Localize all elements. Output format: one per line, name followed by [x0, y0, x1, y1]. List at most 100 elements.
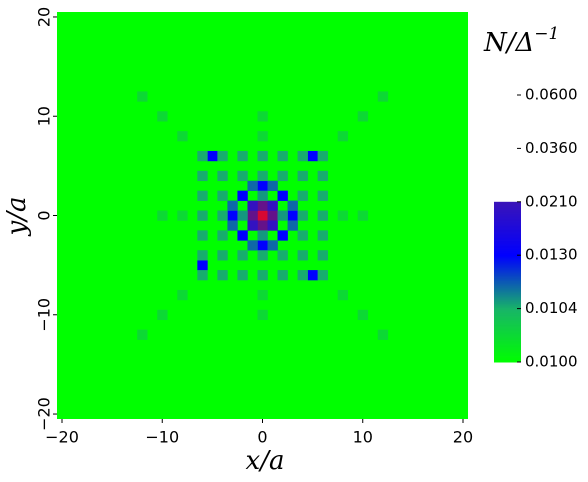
- heatmap-cell: [237, 250, 248, 261]
- colorbar-segment: [494, 251, 521, 254]
- heatmap-cell: [137, 329, 148, 340]
- x-tick-label: 10: [353, 428, 373, 447]
- heatmap-cell: [297, 270, 308, 281]
- heatmap-cell: [317, 150, 328, 162]
- colorbar-tick-label: 0.0210: [525, 192, 578, 210]
- colorbar-segment: [494, 212, 521, 215]
- colorbar-title-sup: −1: [534, 24, 559, 44]
- colorbar-segment: [494, 223, 521, 225]
- colorbar-segment: [494, 233, 521, 236]
- colorbar-segment: [494, 235, 521, 238]
- colorbar-segment: [494, 353, 521, 356]
- colorbar-segment: [494, 207, 521, 209]
- colorbar-tick-label: 0.0600: [525, 86, 578, 104]
- colorbar-segment: [494, 249, 521, 252]
- colorbar-segment: [494, 237, 521, 240]
- heatmap-cell: [297, 170, 308, 182]
- colorbar-segment: [494, 288, 521, 291]
- heatmap-cell: [237, 190, 248, 201]
- colorbar-segment: [494, 299, 521, 302]
- heatmap-cell: [177, 289, 188, 301]
- heatmap-cell: [257, 309, 268, 321]
- colorbar-segment: [494, 269, 521, 272]
- heatmap-cell: [337, 131, 349, 142]
- colorbar-segment: [494, 255, 521, 258]
- colorbar-segment: [494, 349, 521, 352]
- colorbar-segment: [494, 297, 521, 300]
- colorbar-segment: [494, 352, 521, 355]
- colorbar-segment: [494, 219, 521, 221]
- heatmap-cell: [317, 170, 328, 182]
- heatmap-cell: [257, 230, 268, 241]
- heatmap-cell: [257, 170, 268, 182]
- colorbar-segment: [494, 336, 521, 339]
- heatmap-cell: [257, 270, 268, 281]
- colorbar-segment: [494, 348, 521, 351]
- heatmap-cell: [267, 210, 278, 221]
- colorbar-segment: [494, 295, 521, 298]
- heatmap-cell: [317, 270, 328, 281]
- colorbar-segment: [494, 247, 521, 250]
- colorbar-segment: [494, 316, 521, 319]
- colorbar-segment: [494, 245, 521, 248]
- x-tick-label: 0: [257, 428, 267, 447]
- heatmap-cell: [227, 200, 238, 211]
- heatmap-cell: [307, 150, 318, 162]
- colorbar-segment: [494, 264, 521, 267]
- colorbar-segment: [494, 332, 521, 335]
- heatmap-cell: [247, 180, 258, 191]
- heatmap-cell: [217, 210, 228, 221]
- colorbar-tick-label: 0.0130: [525, 246, 578, 264]
- x-tick-label: −20: [45, 428, 79, 447]
- colorbar-segment: [494, 268, 521, 271]
- heatmap-cell: [277, 210, 288, 221]
- colorbar-segment: [494, 281, 521, 284]
- colorbar-segment: [494, 253, 521, 256]
- colorbar-segment: [494, 229, 521, 232]
- colorbar-segment: [494, 328, 521, 331]
- colorbar-segment: [494, 204, 521, 207]
- heatmap-cell: [267, 200, 278, 211]
- colorbar-segment: [494, 244, 521, 247]
- heatmap-cell: [287, 220, 298, 231]
- colorbar-segment: [494, 315, 521, 318]
- colorbar-segment: [494, 319, 521, 322]
- colorbar-segment: [494, 232, 521, 235]
- colorbar-segment: [494, 280, 521, 283]
- heatmap-cell: [277, 250, 288, 261]
- colorbar-segment: [494, 341, 521, 344]
- x-tick-label: −10: [145, 428, 179, 447]
- colorbar-segment: [494, 339, 521, 342]
- heatmap-cell: [237, 210, 248, 221]
- heatmap-cell: [357, 111, 369, 122]
- heatmap-cell: [237, 230, 248, 241]
- heatmap-cell: [247, 240, 258, 251]
- colorbar-segment: [494, 228, 521, 231]
- heatmap-cell: [267, 240, 278, 251]
- colorbar-segment: [494, 215, 521, 217]
- colorbar-segment: [494, 203, 521, 205]
- colorbar-segment: [494, 355, 521, 358]
- x-tick-label: 20: [453, 428, 473, 447]
- colorbar-segment: [494, 327, 521, 330]
- y-axis-label: y/a: [2, 197, 32, 237]
- heatmap-cell: [277, 270, 288, 281]
- colorbar-segment: [494, 260, 521, 263]
- heatmap-cell: [157, 309, 168, 321]
- colorbar-segment: [494, 331, 521, 334]
- y-tick-label: 0: [35, 210, 54, 220]
- colorbar-segment: [494, 307, 521, 310]
- colorbar-segment: [494, 309, 521, 312]
- colorbar-title-base: N/Δ: [483, 28, 534, 58]
- heatmap-cell: [277, 150, 288, 162]
- colorbar-segment: [494, 359, 521, 362]
- colorbar-segment: [494, 220, 521, 223]
- colorbar-segment: [494, 256, 521, 259]
- colorbar-segment: [494, 259, 521, 262]
- colorbar-segment: [494, 308, 521, 311]
- heatmap-cell: [157, 210, 168, 221]
- colorbar-segment: [494, 236, 521, 239]
- colorbar-segment: [494, 225, 521, 228]
- colorbar-segment: [494, 205, 521, 208]
- colorbar-segment: [494, 248, 521, 251]
